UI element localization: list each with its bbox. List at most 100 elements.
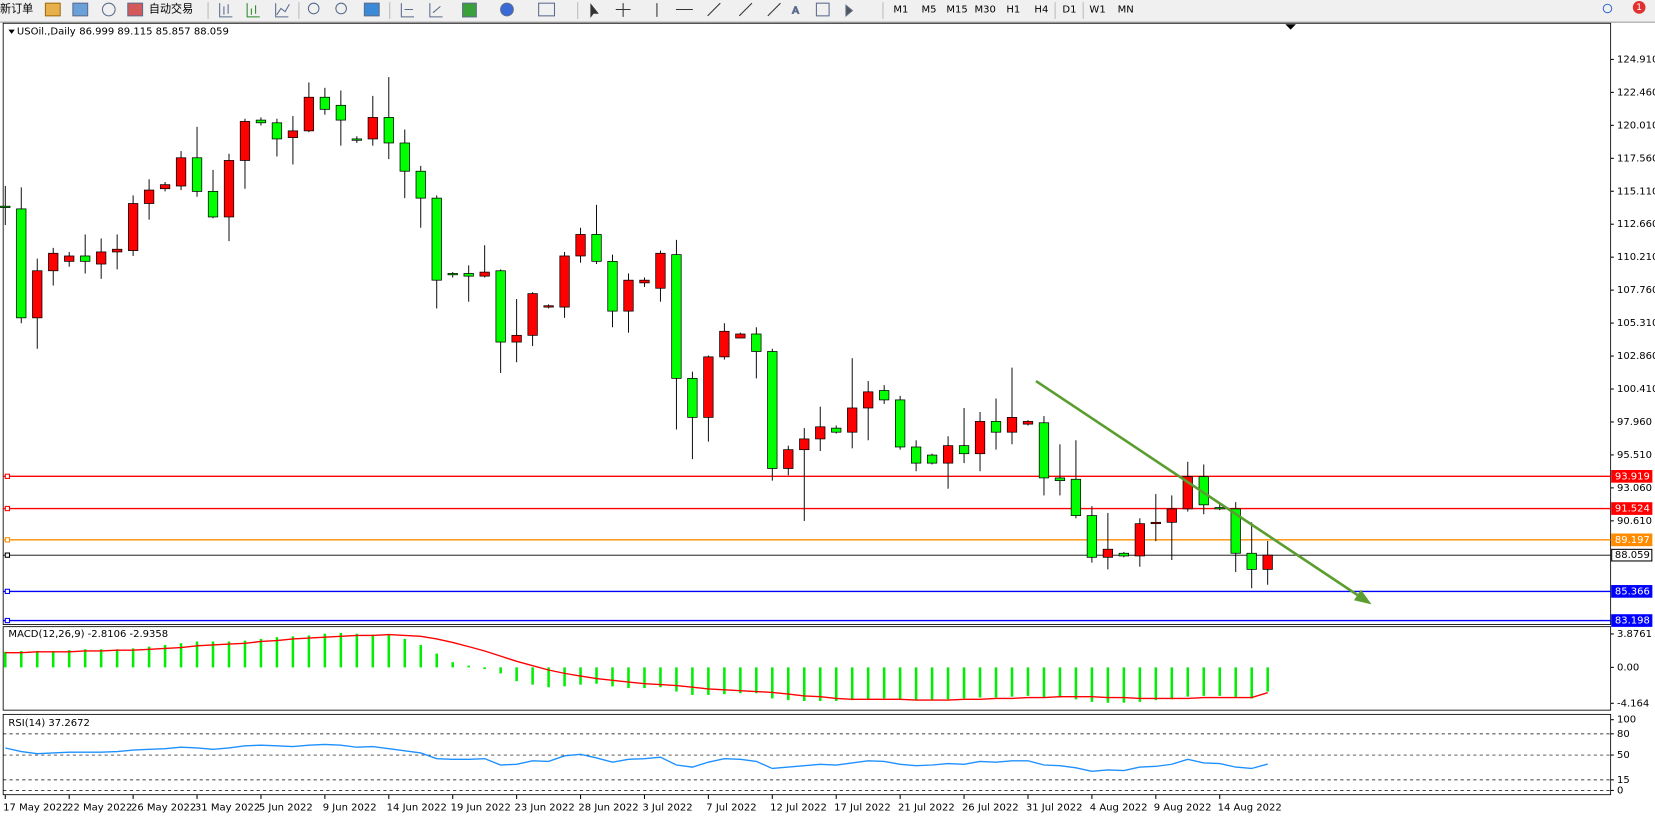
candle-body	[447, 273, 458, 276]
level-label: 88.059	[1615, 550, 1650, 561]
icon[interactable]	[335, 2, 347, 15]
candle-body	[910, 446, 922, 464]
y-tick-label: 95.510	[1617, 450, 1652, 461]
macd-bar	[898, 667, 902, 700]
candle-body	[319, 96, 330, 110]
macd-bar	[611, 667, 614, 687]
y-tick-label: 100	[1617, 715, 1636, 726]
y-tick-label: 3.8761	[1617, 629, 1652, 640]
icon[interactable]	[500, 2, 514, 17]
panel-menu[interactable]	[8, 29, 15, 34]
icon[interactable]	[462, 2, 477, 18]
candle-body	[655, 252, 666, 289]
macd-bar	[723, 667, 726, 695]
macd-bar	[850, 667, 854, 701]
macd-bar	[19, 650, 23, 668]
y-tick-label: 97.960	[1617, 417, 1652, 428]
search-icon[interactable]	[1602, 3, 1613, 14]
shapes-tool[interactable]	[845, 4, 854, 17]
candle-body	[831, 427, 842, 433]
timeframe-button[interactable]: H1	[1006, 5, 1020, 16]
timeframe-button[interactable]: M5	[921, 5, 936, 16]
timeframe-button[interactable]: M1	[893, 5, 908, 16]
candle-body	[1086, 515, 1098, 558]
icon[interactable]	[275, 3, 290, 18]
icon[interactable]	[72, 2, 89, 17]
macd-bar	[1154, 667, 1158, 701]
candle-body	[271, 122, 283, 140]
candle-body	[303, 96, 315, 132]
macd-bar	[387, 634, 391, 668]
macd-bar	[323, 633, 327, 668]
y-tick-label: 107.760	[1617, 285, 1655, 296]
macd-bar	[163, 644, 167, 668]
x-tick-label: 12 Jul 2022	[770, 802, 827, 813]
y-tick-label: 112.660	[1617, 219, 1655, 230]
macd-bar	[1170, 667, 1174, 700]
level-handle	[4, 617, 11, 624]
icon[interactable]	[538, 2, 556, 17]
x-tick-label: 21 Jul 2022	[898, 802, 955, 813]
x-tick-label: 26 May 2022	[131, 802, 196, 813]
candle-body	[479, 271, 490, 277]
icon[interactable]	[219, 3, 233, 18]
candle-body	[815, 426, 826, 440]
y-tick-label: 93.060	[1617, 483, 1652, 494]
macd-bar	[675, 667, 678, 692]
timeframe-button[interactable]: W1	[1089, 5, 1105, 16]
new-order-button[interactable]: 新订单	[0, 2, 33, 16]
draw-tools[interactable]	[656, 2, 781, 17]
level-tag	[1611, 548, 1653, 562]
candle-body	[751, 333, 762, 352]
candle-body	[799, 438, 810, 451]
timeframe-button[interactable]: MN	[1118, 5, 1134, 16]
timeframe-button[interactable]: H4	[1034, 5, 1048, 16]
timeframe-button[interactable]: D1	[1062, 5, 1076, 16]
macd-bar	[787, 667, 790, 701]
macd-bar	[739, 667, 742, 694]
crosshair-tool[interactable]	[615, 3, 631, 17]
candle-body	[847, 407, 858, 433]
icon[interactable]	[400, 3, 415, 18]
candle-body	[207, 191, 219, 218]
macd-bar	[1026, 667, 1030, 696]
label-tool[interactable]	[815, 2, 830, 17]
candle-body	[239, 121, 251, 161]
candle-body	[32, 270, 43, 319]
candle-body	[383, 117, 394, 144]
macd-bar	[147, 646, 151, 668]
macd-bar	[1058, 667, 1062, 698]
candle-body	[559, 255, 570, 308]
text-tool[interactable]: A	[792, 5, 800, 17]
notification-badge[interactable]	[1632, 1, 1646, 14]
cursor-tool[interactable]	[590, 3, 599, 18]
icon[interactable]	[363, 2, 380, 17]
auto-trading-button[interactable]: 自动交易	[149, 2, 193, 16]
icon[interactable]	[127, 2, 144, 17]
candle-body	[671, 254, 682, 379]
candle-body	[623, 279, 634, 312]
icon[interactable]	[246, 3, 260, 18]
y-tick-label: 100.410	[1617, 384, 1655, 395]
icon[interactable]	[429, 3, 443, 18]
candle-body	[96, 251, 107, 265]
macd-bar	[978, 667, 982, 698]
y-tick-label: 115.110	[1617, 186, 1655, 197]
x-tick-label: 17 Jul 2022	[834, 802, 891, 813]
timeframe-button[interactable]: M30	[974, 5, 995, 16]
macd-bar	[1266, 667, 1269, 692]
level-handle	[4, 505, 11, 512]
candle-body	[287, 130, 299, 138]
x-tick-label: 17 May 2022	[3, 802, 68, 813]
candle-body	[1134, 523, 1145, 557]
icon[interactable]	[307, 2, 320, 15]
macd-bar	[51, 650, 55, 668]
icon[interactable]	[44, 2, 61, 17]
level-handle	[4, 473, 11, 479]
macd-bar	[83, 649, 87, 668]
icon[interactable]	[101, 2, 116, 17]
panel-title: RSI(14) 37.2672	[8, 718, 89, 729]
timeframe-button[interactable]: M15	[946, 5, 967, 16]
candle-body	[48, 252, 59, 272]
macd-bar	[914, 667, 918, 701]
